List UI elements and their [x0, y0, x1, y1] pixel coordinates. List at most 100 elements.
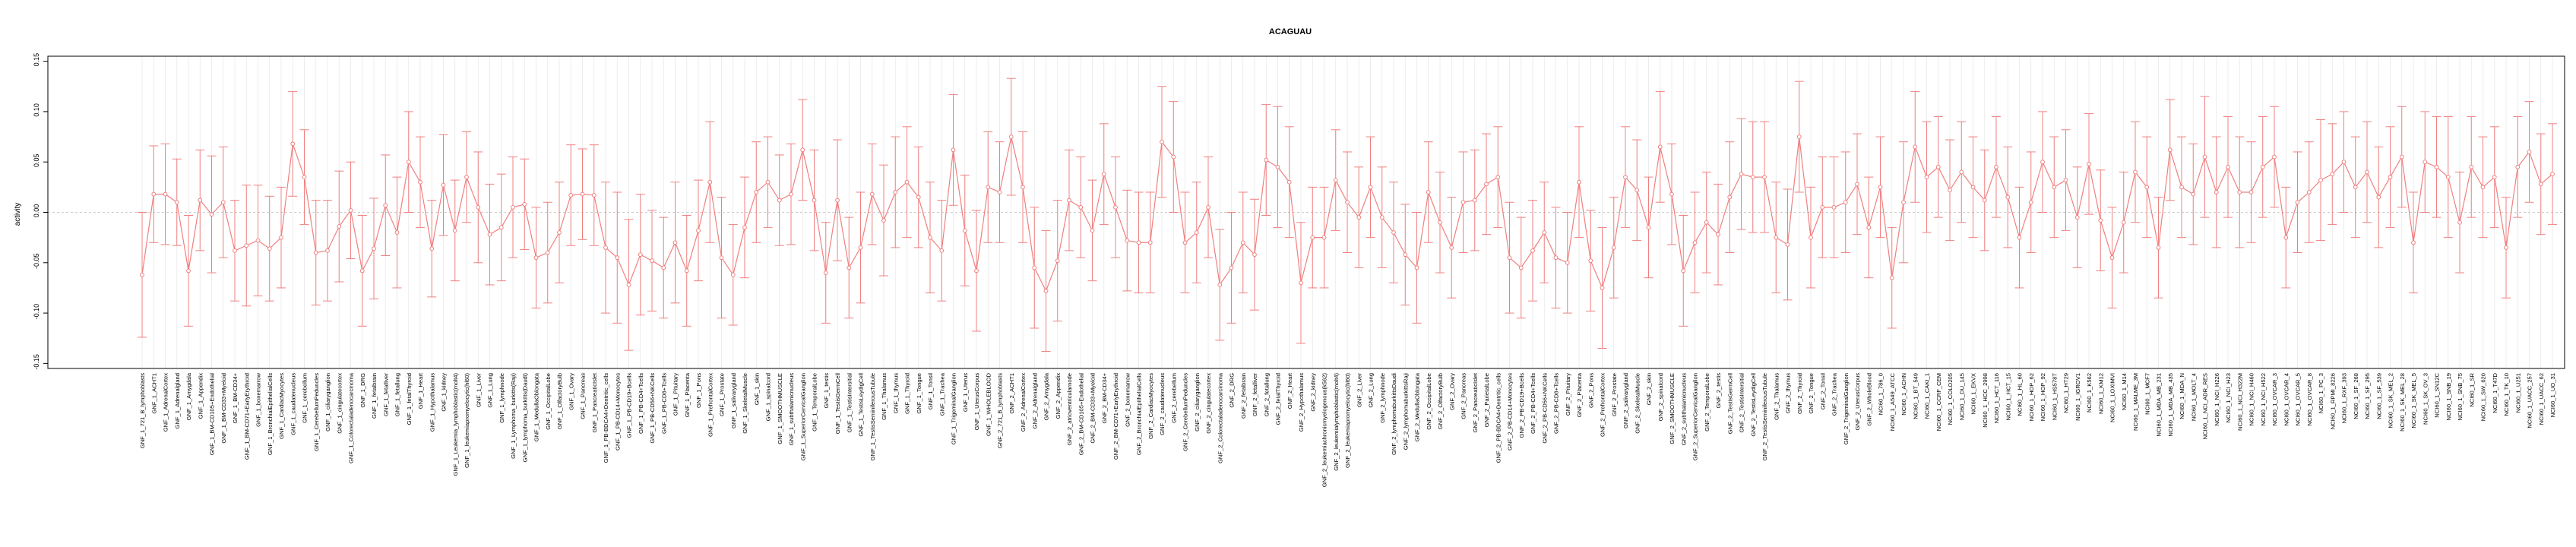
data-point: [1495, 175, 1501, 179]
data-point: [2214, 190, 2219, 194]
data-point: [591, 193, 597, 198]
data-point: [2365, 169, 2369, 175]
data-point: [1657, 144, 1663, 150]
data-point: [1460, 200, 1466, 205]
x-tick-label: GNF_2_PB-CD19+Bcells: [1518, 373, 1525, 438]
data-point: [2179, 185, 2184, 190]
data-point: [1032, 265, 1037, 270]
data-point: [418, 179, 422, 185]
x-tick-label: NCI60_1_SN12C: [2434, 372, 2441, 417]
x-tick-label: GNF_2_leukemialymphoblastic(molt4): [1333, 373, 1340, 471]
data-point: [1136, 240, 1141, 245]
x-tick-label: GNF_2_lymphnode: [1379, 373, 1386, 423]
x-tick-label: GNF_1_OccipitalLobe: [545, 373, 552, 430]
data-point: [928, 235, 932, 240]
x-tick-label: NCI60_1_SF_268: [2353, 373, 2359, 419]
x-tick-label: GNF_1_caudatenucleus: [290, 373, 296, 435]
x-tick-label: GNF_2_cerebellum: [1170, 373, 1177, 423]
data-point: [2434, 164, 2439, 169]
x-tick-label: NCI60_1_TK_10: [2503, 373, 2510, 416]
x-tick-label: GNF_2_bonemarrow: [1124, 372, 1131, 426]
y-axis-title: activity: [14, 203, 22, 226]
x-tick-label: NCI60_1_MDA_MB_435: [2167, 373, 2174, 437]
data-point: [2457, 220, 2462, 225]
data-point: [1692, 240, 1698, 245]
data-point: [1553, 255, 1559, 261]
data-point: [1229, 265, 1234, 270]
data-point: [1935, 164, 1941, 169]
x-tick-label: GNF_1_lymphoma_burkitts(Daudi): [521, 373, 528, 463]
x-tick-label: GNF_2_SuperiorCervicalGanglion: [1692, 373, 1699, 460]
x-tick-label: GNF_1_Trachea: [938, 372, 945, 416]
data-points: [140, 134, 2555, 293]
data-point: [1889, 275, 1894, 280]
data-point: [533, 255, 539, 261]
data-point: [1635, 188, 1640, 193]
x-tick-label: GNF_1_SkeletalMuscle: [742, 373, 748, 434]
x-tick-label: GNF_2_UterusCorpus: [1854, 373, 1861, 431]
x-tick-label: GNF_2_PB-BDCA4+Dentritic_cells: [1495, 373, 1502, 463]
data-point: [997, 190, 1002, 194]
data-point: [986, 185, 991, 190]
data-point: [2121, 220, 2126, 225]
data-point: [1090, 228, 1095, 233]
data-point: [1101, 172, 1106, 177]
x-tick-label: GNF_2_ciliaryganglion: [1194, 373, 1201, 432]
data-point: [2411, 240, 2416, 245]
x-tick-label: GNF_1_SuperiorCervicalGanglion: [799, 373, 806, 460]
x-tick-label: GNF_1_BM-CD105+Endothelial: [209, 373, 216, 456]
x-tick-label: GNF_1_PancreaticIslet: [591, 372, 598, 432]
data-point: [881, 218, 886, 223]
data-point: [2260, 164, 2265, 169]
x-tick-label: GNF_1_BM-CD33+Myeloid: [220, 373, 227, 444]
data-point: [186, 268, 191, 274]
data-point: [2388, 175, 2393, 179]
x-tick-label: GNF_1_Liver: [475, 373, 482, 408]
x-tick-label: GNF_2_ACHT1: [1008, 373, 1015, 414]
data-point: [359, 268, 365, 274]
data-point: [1275, 164, 1280, 169]
x-tick-label: NCI60_1_NCI_H522: [2260, 373, 2267, 426]
y-tick-label: 0.10: [33, 103, 40, 117]
data-point: [1008, 134, 1014, 139]
data-point: [1368, 185, 1373, 190]
y-tick-label: 0.00: [33, 204, 40, 218]
data-point: [1565, 260, 1570, 265]
x-tick-label: GNF_2_kidney: [1309, 373, 1316, 412]
x-tick-label: NCI60_1_KM12: [2097, 373, 2104, 414]
x-tick-label: GNF_2_Tongue: [1808, 373, 1815, 414]
data-point: [464, 175, 469, 179]
data-point: [1959, 169, 1964, 175]
data-point: [1774, 235, 1779, 240]
data-point: [2109, 255, 2115, 261]
x-tick-label: GNF_1_Hypothalamus: [429, 373, 435, 432]
x-tick-label: NCI60_1_SNB_75: [2457, 373, 2464, 420]
x-tick-label: GNF_1_Heart: [417, 372, 424, 409]
x-tick-label: GNF_1_WHOLEBLOOD: [985, 372, 992, 436]
x-tick-label: NCI60_1_OVCAR_3: [2271, 373, 2278, 426]
x-tick-label: GNF_2_AdrenalCortex: [1020, 373, 1027, 432]
data-point: [962, 228, 967, 233]
data-point: [707, 179, 713, 185]
x-tick-label: NCI60_1_PC_3: [2318, 373, 2324, 413]
data-point: [1669, 191, 1674, 197]
data-point: [2330, 172, 2335, 177]
data-point: [2063, 178, 2068, 182]
x-tick-label: GNF_1_MedullaOblongata: [533, 372, 540, 441]
data-point: [1530, 248, 1535, 253]
x-tick-label: GNF_2_BronchialEpithelialCells: [1136, 373, 1143, 455]
data-point: [2202, 154, 2207, 160]
x-tick-label: GNF_1_Uterus: [962, 373, 969, 412]
x-tick-label: NCI60_1_SK_MEL_2: [2388, 373, 2394, 428]
x-tick-label: GNF_2_Adrenalgland: [1031, 373, 1038, 428]
data-point: [1646, 225, 1651, 230]
data-point: [1518, 265, 1524, 270]
x-tick-label: NCI60_1_MOLT_4: [2190, 373, 2197, 421]
x-tick-label: GNF_2_721_B_lymphoblasts: [997, 373, 1004, 448]
data-point: [812, 198, 817, 203]
x-tick-label: GNF_2_PancreaticIslet: [1472, 372, 1479, 432]
x-tick-label: GNF_2_Pituitary: [1565, 373, 1571, 416]
x-tick-label: NCI60_1_DU_145: [1958, 373, 1965, 420]
x-tick-label: GNF_1_fetalliver: [382, 373, 389, 416]
data-point: [1820, 204, 1825, 210]
